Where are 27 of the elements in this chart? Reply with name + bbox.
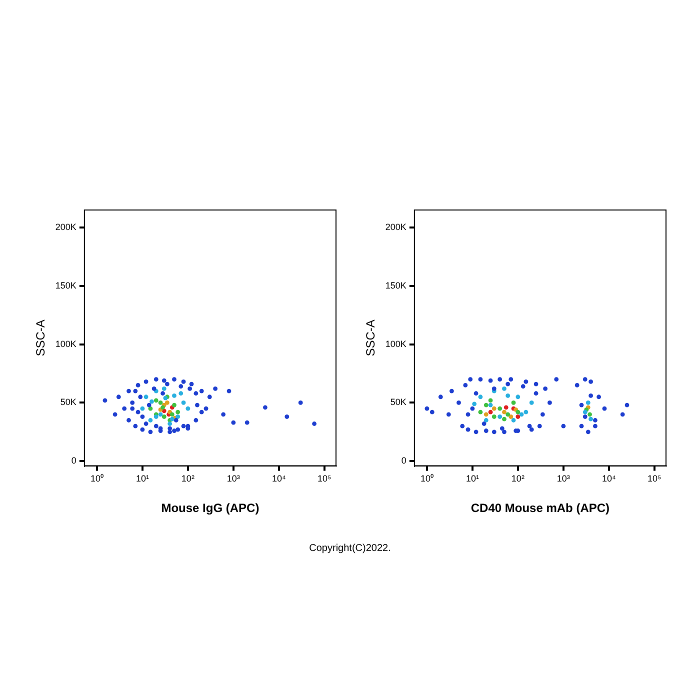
x-tick-label: 10⁵ — [648, 474, 662, 484]
y-tick-label: 50K — [390, 397, 406, 408]
y-axis-title: SSC-A — [364, 320, 378, 356]
y-axis-title: SSC-A — [34, 320, 48, 356]
x-tick-label: 10³ — [226, 474, 240, 484]
x-tick-label: 10² — [511, 474, 524, 484]
x-tick-label: 10⁰ — [90, 474, 104, 484]
y-tick-label: 150K — [385, 280, 406, 290]
x-tick-label: 10¹ — [136, 474, 149, 484]
text: Copyright(C)2022. — [308, 543, 392, 554]
x-tick-label: 10⁰ — [420, 474, 434, 484]
x-tick-label: 10¹ — [466, 474, 479, 484]
y-tick-label: 200K — [55, 222, 76, 232]
x-axis-title: CD40 Mouse mAb (APC) — [470, 501, 610, 516]
y-tick-label: 100K — [55, 338, 76, 349]
y-tick-label: 200K — [385, 222, 406, 232]
x-tick-label: 10⁴ — [602, 474, 616, 484]
x-tick-label: 10⁴ — [272, 474, 286, 484]
x-axis-title: Mouse IgG (APC) — [161, 501, 260, 516]
x-tick-label: 10³ — [556, 474, 570, 484]
y-tick-label: 0 — [401, 456, 406, 466]
y-tick-label: 50K — [60, 397, 76, 408]
y-tick-label: 100K — [385, 338, 406, 349]
y-tick-label: 0 — [71, 456, 76, 466]
x-tick-label: 10⁵ — [318, 474, 332, 484]
y-tick-label: 150K — [55, 280, 76, 290]
x-tick-label: 10² — [181, 474, 194, 484]
